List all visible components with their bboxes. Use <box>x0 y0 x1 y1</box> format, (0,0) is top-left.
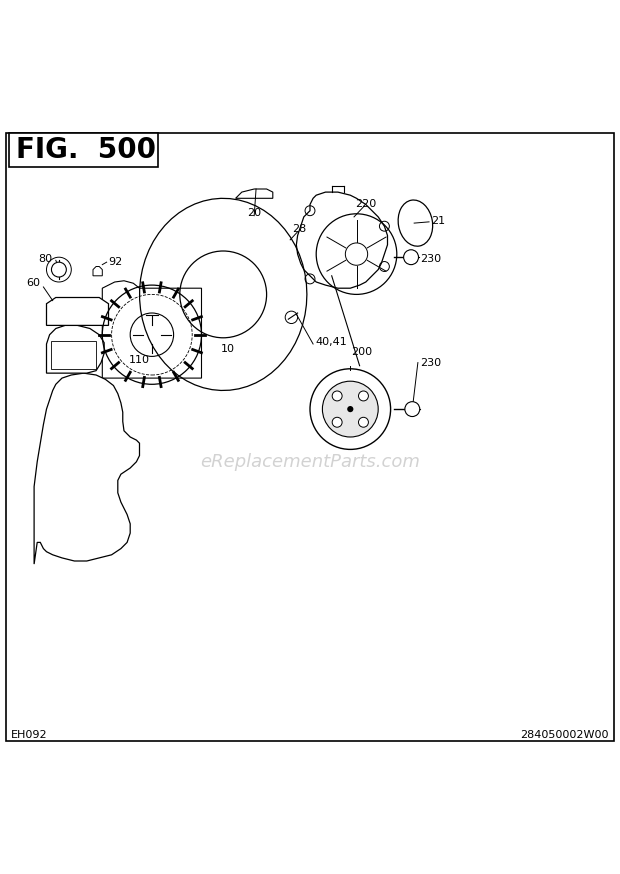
Text: 92: 92 <box>108 257 123 267</box>
Text: 200: 200 <box>351 347 372 357</box>
Text: 40,41: 40,41 <box>315 337 347 347</box>
Text: eReplacementParts.com: eReplacementParts.com <box>200 453 420 471</box>
Circle shape <box>405 402 420 417</box>
Circle shape <box>51 262 66 277</box>
Text: 80: 80 <box>38 254 53 264</box>
Circle shape <box>332 391 342 401</box>
Circle shape <box>310 369 391 449</box>
Text: 230: 230 <box>420 254 441 264</box>
Text: 284050002W00: 284050002W00 <box>520 730 609 739</box>
Circle shape <box>404 250 418 265</box>
Polygon shape <box>34 373 140 564</box>
Circle shape <box>358 391 368 401</box>
Text: 21: 21 <box>431 216 445 226</box>
Polygon shape <box>46 297 108 325</box>
Polygon shape <box>46 325 104 373</box>
Circle shape <box>332 417 342 427</box>
Text: 10: 10 <box>221 344 235 354</box>
Polygon shape <box>102 281 202 378</box>
Text: 110: 110 <box>129 355 150 365</box>
Circle shape <box>322 381 378 437</box>
Text: 20: 20 <box>247 207 261 218</box>
Text: 60: 60 <box>26 278 40 288</box>
Ellipse shape <box>398 200 433 246</box>
Text: 28: 28 <box>293 224 306 233</box>
Text: 220: 220 <box>355 199 376 209</box>
FancyBboxPatch shape <box>9 133 158 167</box>
Text: 230: 230 <box>420 358 441 368</box>
Circle shape <box>358 417 368 427</box>
Text: EH092: EH092 <box>11 730 48 739</box>
Circle shape <box>347 406 353 413</box>
Text: FIG.  500: FIG. 500 <box>16 136 156 164</box>
